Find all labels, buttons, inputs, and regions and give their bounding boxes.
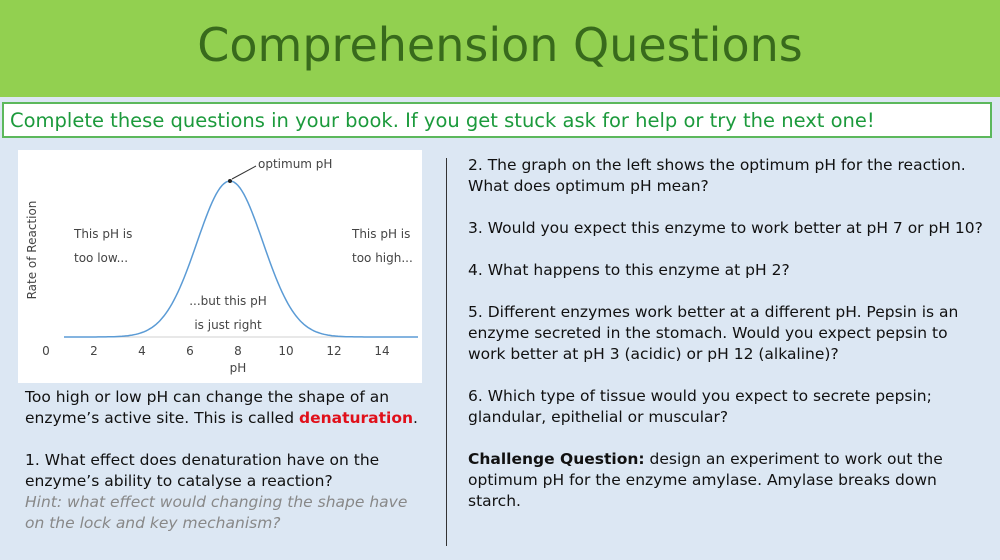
graph: optimum pH This pH is too low... This pH…	[18, 150, 422, 383]
question: 4. What happens to this enzyme at pH 2?	[468, 261, 790, 279]
question: 3. Would you expect this enzyme to work …	[468, 219, 983, 237]
challenge-label: Challenge Question:	[468, 450, 645, 468]
question: 5. Different enzymes work better at a di…	[468, 303, 959, 363]
annotation: too low...	[74, 251, 128, 265]
questions: 2. The graph on the left shows the optim…	[468, 155, 988, 428]
x-tick-label: 10	[278, 344, 293, 358]
question: 2. The graph on the left shows the optim…	[468, 156, 966, 195]
x-tick-label: 14	[374, 344, 389, 358]
annotation: too high...	[352, 251, 413, 265]
x-tick-label: 2	[90, 344, 98, 358]
x-tick-label: 4	[138, 344, 146, 358]
x-tick-label: 0	[42, 344, 50, 358]
question: 6. Which type of tissue would you expect…	[468, 387, 932, 426]
x-tick-label: 12	[326, 344, 341, 358]
question: 1. What effect does denaturation have on…	[25, 451, 380, 490]
text: .	[413, 409, 418, 427]
hint: Hint: what effect would changing the sha…	[25, 493, 408, 532]
x-tick-label: 8	[234, 344, 242, 358]
curve	[64, 180, 418, 338]
leader	[231, 165, 257, 180]
annotation: ...but this pH	[189, 294, 267, 308]
keyword: denaturation	[298, 409, 414, 427]
right-column: 2. The graph on the left shows the optim…	[468, 155, 988, 512]
left-column: Too high or low pH can change the shape …	[25, 387, 425, 534]
challenge-text: design an experiment to work out the opt…	[468, 450, 943, 510]
annotation: is just right	[194, 318, 262, 332]
graph-bg	[18, 150, 422, 383]
divider	[446, 158, 447, 546]
title: Comprehension Questions	[197, 18, 803, 72]
challenge: Challenge Question: design an experiment…	[468, 449, 988, 512]
intro: Too high or low pH can change the shape …	[25, 387, 425, 429]
annotation: This pH is	[73, 227, 132, 241]
annotation: optimum pH	[258, 157, 332, 171]
text: Too high or low pH can change the shape …	[25, 388, 390, 427]
instruction: Complete these questions in your book. I…	[2, 102, 992, 138]
title-band	[0, 0, 1000, 97]
x-label: pH	[230, 361, 247, 375]
y-label: Rate of Reaction	[25, 201, 39, 300]
x-tick-label: 6	[186, 344, 194, 358]
optimum-dot	[228, 179, 232, 183]
annotation: This pH is	[351, 227, 410, 241]
